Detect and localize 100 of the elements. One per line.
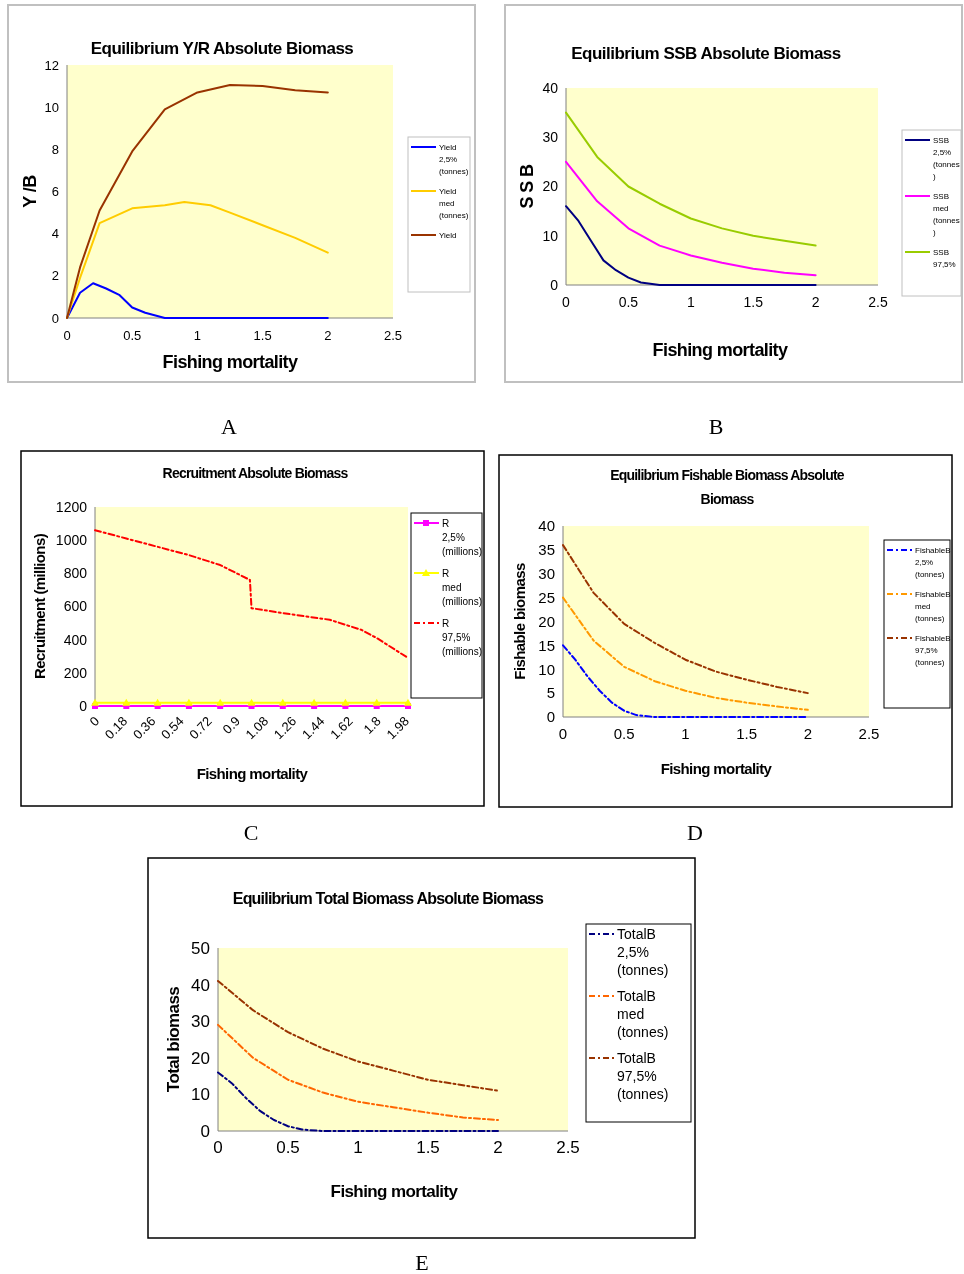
x-tick-label: 1.5 <box>736 725 758 742</box>
x-tick-label: 1 <box>681 725 690 742</box>
x-tick-label: 0.5 <box>613 725 635 742</box>
legend-label: Yield <box>439 230 457 240</box>
line-series <box>66 201 329 319</box>
x-tick-label: 0.72 <box>186 713 215 743</box>
y-tick-label: 30 <box>538 565 555 582</box>
x-tick-label: 2.5 <box>868 294 888 310</box>
chart-title: Equilibrium SSB Absolute Biomass <box>571 43 841 63</box>
y-tick-label: 2 <box>51 268 59 284</box>
x-tick-label: 2 <box>493 1138 503 1157</box>
y-axis-title: Recruitment (millions) <box>31 533 49 680</box>
x-tick-label: 0.36 <box>129 713 159 743</box>
chart-title: Equilibrium Fishable Biomass Absolute Biomass <box>610 466 845 507</box>
x-tick-label: 1.62 <box>327 713 356 743</box>
x-tick-label: 2 <box>811 294 820 310</box>
x-tick-label: 1.5 <box>416 1138 440 1157</box>
x-tick-label: 2.5 <box>858 725 880 742</box>
y-tick-label: 5 <box>546 684 555 702</box>
y-tick-label: 800 <box>63 565 88 582</box>
y-tick-label: 8 <box>51 141 59 157</box>
x-axis-title: Fishing mortality <box>660 760 773 777</box>
legend-label: SSB 97,5% <box>933 247 956 269</box>
x-tick-label: 1.08 <box>242 713 272 743</box>
x-tick-label: 1.5 <box>743 294 764 310</box>
y-tick-label: 25 <box>538 588 555 606</box>
legend-label: FishableB 97,5% (tonnes) <box>915 633 951 667</box>
y-tick-label: 30 <box>542 129 559 146</box>
x-tick-label: 1 <box>353 1138 363 1157</box>
legend-label: Yield med (tonnes) <box>439 186 469 220</box>
text: D <box>687 819 703 845</box>
legend-label: SSB 2,5% (tonnes ) <box>933 135 960 181</box>
y-tick-label: 30 <box>191 1012 210 1032</box>
legend-label: TotalB 97,5% (tonnes) <box>617 1049 669 1102</box>
y-tick-label: 4 <box>51 226 59 242</box>
y-tick-label: 0 <box>550 276 559 293</box>
x-tick-label: 0.5 <box>276 1138 300 1157</box>
y-tick-label: 0 <box>79 697 88 714</box>
y-axis-title: Fishable biomass <box>511 563 529 680</box>
line-series <box>562 644 809 718</box>
line-series <box>217 1071 499 1132</box>
x-tick-label: 1.26 <box>270 713 300 743</box>
legend-label: R med (millions) <box>442 567 482 607</box>
line-series <box>565 205 817 286</box>
x-tick-label: 2 <box>803 725 812 742</box>
x-tick-label: 0.18 <box>101 713 131 743</box>
x-tick-label: 0 <box>562 294 571 310</box>
y-tick-label: 35 <box>538 541 555 559</box>
chart-title: Recruitment Absolute Biomass <box>162 464 349 481</box>
y-tick-label: 600 <box>63 598 88 615</box>
y-tick-label: 15 <box>538 636 555 654</box>
y-tick-label: 10 <box>538 660 555 678</box>
text: E <box>415 1249 429 1274</box>
y-tick-label: 20 <box>542 178 559 195</box>
y-tick-label: 400 <box>63 631 88 648</box>
line-series <box>565 160 817 277</box>
y-axis-title: Total biomass <box>163 986 183 1093</box>
legend-label: Yield 2,5% (tonnes) <box>439 142 469 176</box>
y-tick-label: 10 <box>191 1085 210 1105</box>
chart-title: Equilibrium Y/R Absolute Biomass <box>90 38 354 58</box>
y-tick-label: 1000 <box>55 532 88 549</box>
line-series <box>217 1023 499 1122</box>
legend-label: SSB med (tonnes ) <box>933 191 960 237</box>
x-tick-label: 0 <box>86 713 103 730</box>
legend-label: TotalB 2,5% (tonnes) <box>617 925 669 978</box>
x-tick-label: 1 <box>686 294 695 310</box>
x-tick-label: 1.98 <box>383 713 412 743</box>
line-series <box>562 596 809 711</box>
y-tick-label: 20 <box>538 612 555 630</box>
x-tick-label: 0 <box>213 1138 223 1157</box>
text: B <box>708 413 724 439</box>
text: A <box>221 413 238 439</box>
y-axis-title: Y /B <box>20 174 41 208</box>
y-tick-label: 20 <box>191 1048 210 1068</box>
line-series <box>94 529 409 659</box>
x-axis-title: Fishing mortality <box>330 1182 459 1201</box>
y-tick-label: 12 <box>44 57 59 73</box>
x-tick-label: 0.5 <box>123 328 142 343</box>
x-tick-label: 1.8 <box>360 713 384 737</box>
y-tick-label: 200 <box>63 664 88 681</box>
y-tick-label: 6 <box>51 184 59 200</box>
y-tick-label: 40 <box>542 79 559 96</box>
x-axis-title: Fishing mortality <box>652 340 788 360</box>
x-tick-label: 0.5 <box>618 294 639 310</box>
x-axis-title: Fishing mortality <box>162 352 298 372</box>
y-tick-label: 10 <box>542 227 559 244</box>
x-tick-label: 1.5 <box>253 328 272 343</box>
y-tick-label: 40 <box>191 975 210 995</box>
y-tick-label: 40 <box>538 517 555 535</box>
x-tick-label: 1.44 <box>298 713 328 743</box>
y-axis-title: S S B <box>517 163 538 209</box>
y-tick-label: 50 <box>191 938 210 958</box>
line-series <box>66 282 329 319</box>
legend-label: TotalB med (tonnes) <box>617 987 669 1040</box>
line-series <box>66 84 329 319</box>
legend-label: R 2,5% (millions) <box>442 517 482 557</box>
x-tick-label: 2.5 <box>556 1138 580 1157</box>
legend-label: R 97,5% (millions) <box>442 617 482 657</box>
y-tick-label: 10 <box>44 99 59 115</box>
line-series <box>217 979 499 1092</box>
